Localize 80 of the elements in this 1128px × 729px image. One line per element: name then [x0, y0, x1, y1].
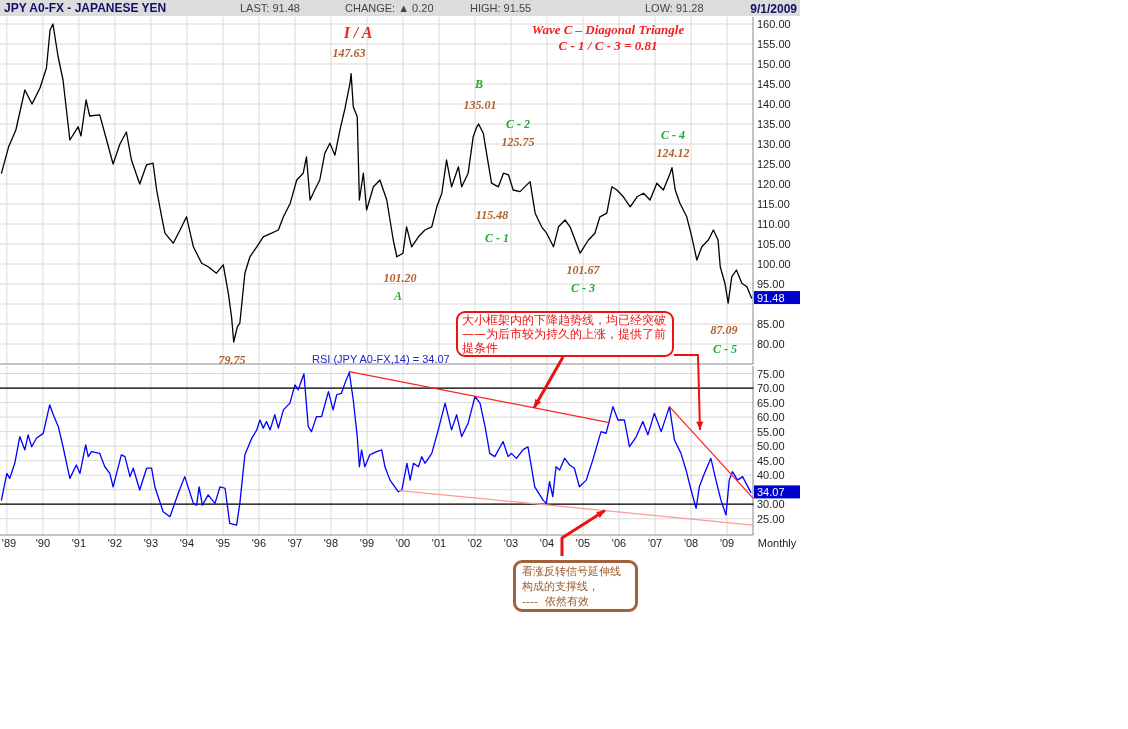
y-tick-label: 25.00 [757, 512, 785, 525]
y-tick-label: 60.00 [757, 411, 785, 424]
x-tick-label: '97 [287, 537, 303, 549]
line-series [0, 371, 752, 526]
x-axis-title: Monthly [757, 537, 797, 549]
y-tick-label: 140.00 [757, 98, 791, 110]
annotation: C - 1 / C - 3 = 0.81 [558, 38, 658, 53]
annotation: 大小框架内的下降趋势线，均已经突破——为后市较为持久的上涨，提供了前提条件 [456, 311, 674, 357]
annotation: 115.48 [475, 208, 509, 222]
y-tick-label: 65.00 [757, 396, 785, 409]
y-tick-label: 50.00 [757, 440, 785, 453]
x-tick-label: '95 [215, 537, 231, 549]
x-tick-label: '08 [683, 537, 699, 549]
x-tick-label: '92 [107, 537, 123, 549]
text: LOW: 91.28 [645, 2, 704, 14]
y-tick-label: 125.00 [757, 158, 791, 170]
y-tick-label: 40.00 [757, 469, 785, 482]
x-tick-label: '90 [35, 537, 51, 549]
y-tick-label: 85.00 [757, 318, 785, 330]
annotation: 124.12 [656, 146, 690, 160]
x-tick-label: '09 [719, 537, 735, 549]
annotation: 147.63 [332, 46, 366, 60]
text: CHANGE: ▲ 0.20 [345, 2, 434, 14]
annotation: B [473, 77, 484, 91]
y-tick-label: 105.00 [757, 238, 791, 250]
annotation: 34.07 [757, 486, 785, 499]
text: 9/1/2009 [750, 2, 798, 16]
annotation: 101.20 [383, 271, 417, 285]
y-tick-label: 30.00 [757, 498, 785, 511]
y-tick-label: 145.00 [757, 78, 791, 90]
annotation: 87.09 [710, 323, 738, 337]
x-tick-label: '02 [467, 537, 483, 549]
y-tick-label: 150.00 [757, 58, 791, 70]
x-tick-label: '06 [611, 537, 627, 549]
x-tick-label: '98 [323, 537, 339, 549]
x-tick-label: '03 [503, 537, 519, 549]
annotation: I / A [342, 24, 373, 41]
y-tick-label: 115.00 [757, 198, 790, 210]
x-tick-label: '89 [1, 537, 17, 549]
chart-title: JPY A0-FX - JAPANESE YEN [4, 1, 167, 15]
annotation: C - 3 [571, 281, 595, 295]
annotation: C - 2 [506, 117, 530, 131]
x-tick-label: '00 [395, 537, 411, 549]
y-tick-label: 70.00 [757, 382, 785, 395]
annotation: 看涨反转信号延伸线构成的支撑线， ---- 依然有效 [513, 560, 638, 612]
y-tick-label: 160.00 [757, 18, 791, 30]
y-tick-label: 80.00 [757, 338, 785, 350]
x-tick-label: '07 [647, 537, 663, 549]
x-tick-label: '01 [431, 537, 447, 549]
y-tick-label: 120.00 [757, 178, 791, 190]
y-tick-label: 55.00 [757, 425, 785, 438]
x-tick-label: '93 [143, 537, 159, 549]
annotation: 91.48 [757, 292, 785, 305]
y-tick-label: 135.00 [757, 118, 791, 130]
x-tick-label: '05 [575, 537, 591, 549]
x-tick-label: '96 [251, 537, 267, 549]
y-tick-label: 130.00 [757, 138, 791, 150]
annotation: 101.67 [566, 263, 601, 277]
annotation: A [392, 289, 403, 303]
text: LAST: 91.48 [240, 2, 300, 14]
y-tick-label: 75.00 [757, 367, 785, 380]
y-tick-label: 155.00 [757, 38, 791, 50]
y-tick-label: 95.00 [757, 278, 785, 290]
annotation: C - 4 [661, 128, 685, 142]
line-series [0, 23, 753, 343]
annotation: C - 1 [485, 231, 509, 245]
annotation: 135.01 [463, 98, 497, 112]
annotation: Wave C – Diagonal Triangle [531, 22, 685, 37]
annotation: 125.75 [501, 135, 535, 149]
chart-title: RSI (JPY A0-FX,14) = 34.07 [312, 353, 450, 365]
y-tick-label: 45.00 [757, 454, 785, 467]
y-tick-label: 100.00 [757, 258, 791, 270]
x-tick-label: '99 [359, 537, 375, 549]
x-tick-label: '91 [71, 537, 87, 549]
y-tick-label: 110.00 [757, 218, 790, 230]
x-tick-label: '04 [539, 537, 555, 549]
text: HIGH: 91.55 [470, 2, 532, 14]
annotation: C - 5 [713, 342, 737, 356]
annotation: 79.75 [218, 353, 246, 367]
x-tick-label: '94 [179, 537, 195, 549]
